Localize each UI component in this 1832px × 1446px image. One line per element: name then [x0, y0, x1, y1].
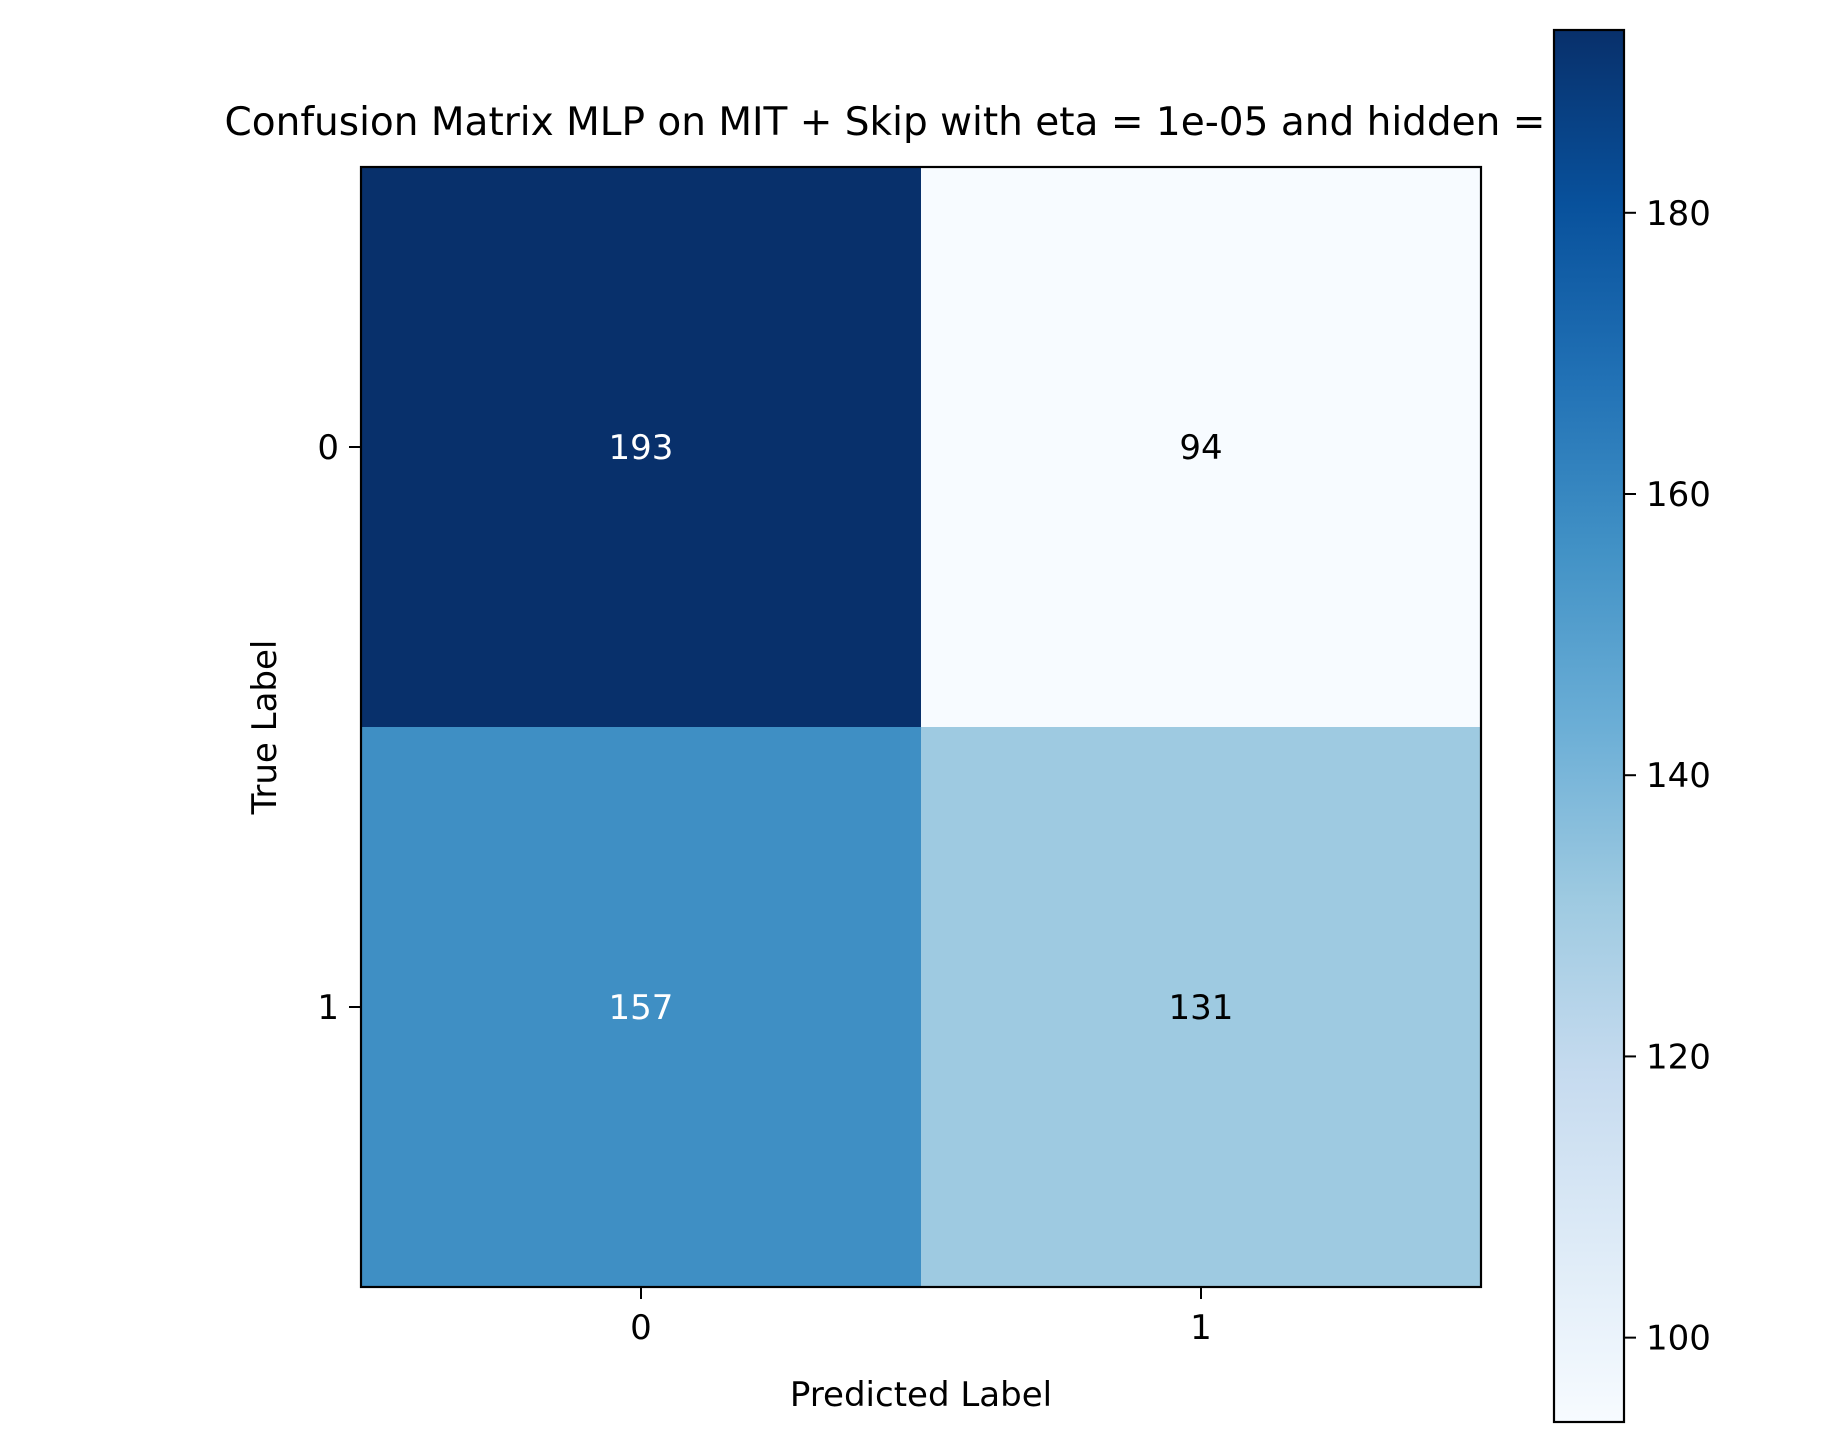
y-tick-label-0: 0	[317, 428, 339, 468]
cell-value-label-1-1: 131	[1169, 988, 1234, 1028]
matrix-cell-1-1	[921, 727, 1482, 1288]
matrix-cell-0-1	[921, 167, 1482, 728]
y-tick-label-1: 1	[317, 988, 339, 1028]
cell-value-label-0-0: 193	[609, 428, 674, 468]
x-axis-label: Predicted Label	[790, 1375, 1052, 1415]
colorbar-gradient	[1554, 30, 1624, 1422]
matrix-cell-0-0	[361, 167, 922, 728]
cell-value-label-0-1: 94	[1179, 428, 1222, 468]
colorbar-tick-label-3: 160	[1646, 475, 1711, 515]
colorbar-frame	[1552, 28, 1626, 1424]
chart-title: Confusion Matrix MLP on MIT + Skip with …	[225, 100, 1608, 145]
colorbar-tick-label-4: 180	[1646, 194, 1711, 234]
plot-frame	[359, 165, 1483, 1289]
y-axis-label: True Label	[245, 640, 285, 816]
matrix-cells	[361, 167, 1482, 1288]
y-axis: 01	[317, 428, 361, 1028]
colorbar-ticks: 100 120 140 160 180	[1624, 194, 1711, 1359]
matrix-cell-1-0	[361, 727, 922, 1288]
colorbar-tick-label-0: 100	[1646, 1319, 1711, 1359]
x-tick-label-0: 0	[630, 1308, 652, 1348]
cell-value-label-1-0: 157	[609, 988, 674, 1028]
colorbar-tick-label-1: 120	[1646, 1037, 1711, 1077]
colorbar-tick-label-2: 140	[1646, 756, 1711, 796]
matrix-cell-labels: 193 94 157 131	[609, 428, 1234, 1028]
colorbar: 100 120 140 160 180	[1552, 28, 1711, 1424]
x-tick-label-1: 1	[1190, 1308, 1212, 1348]
